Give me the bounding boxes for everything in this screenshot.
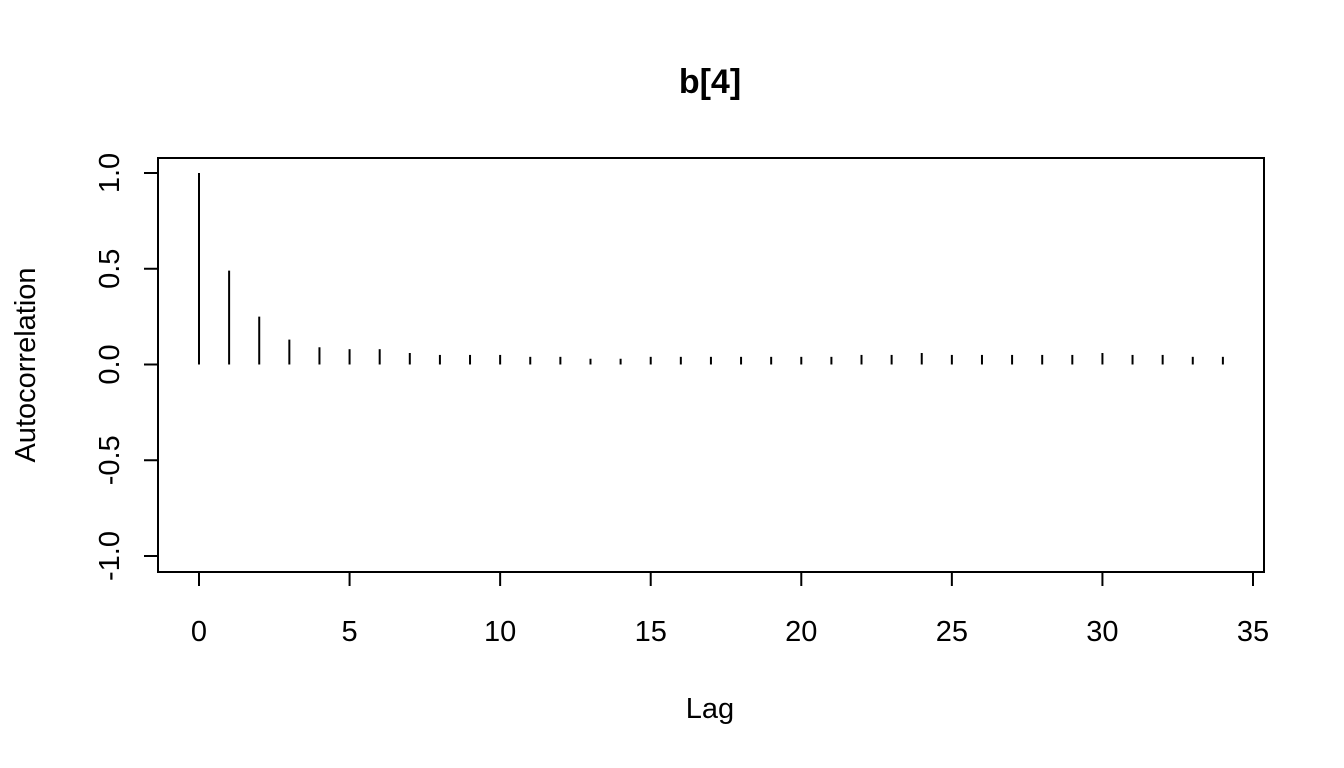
y-tick-label: -1.0 (94, 531, 126, 581)
x-axis-label: Lag (686, 693, 734, 725)
x-tick-label: 35 (1237, 616, 1269, 648)
acf-bars (198, 173, 1224, 365)
plot-frame (157, 157, 1265, 573)
x-tick-label: 0 (191, 616, 207, 648)
chart-title: b[4] (679, 63, 741, 101)
x-tick-label: 30 (1086, 616, 1118, 648)
x-tick-label: 15 (635, 616, 667, 648)
x-axis: 0 5 10 15 20 25 30 35 (191, 571, 1269, 648)
x-tick-label: 10 (484, 616, 516, 648)
y-tick-label: -0.5 (94, 435, 126, 485)
x-tick-label: 5 (342, 616, 358, 648)
y-axis: -1.0 -0.5 0.0 0.5 1.0 (94, 153, 159, 581)
y-tick-label: 1.0 (94, 153, 126, 193)
y-axis-label: Autocorrelation (10, 267, 42, 462)
x-tick-label: 20 (785, 616, 817, 648)
y-tick-label: 0.5 (94, 249, 126, 289)
y-tick-label: 0.0 (94, 344, 126, 384)
x-tick-label: 25 (936, 616, 968, 648)
